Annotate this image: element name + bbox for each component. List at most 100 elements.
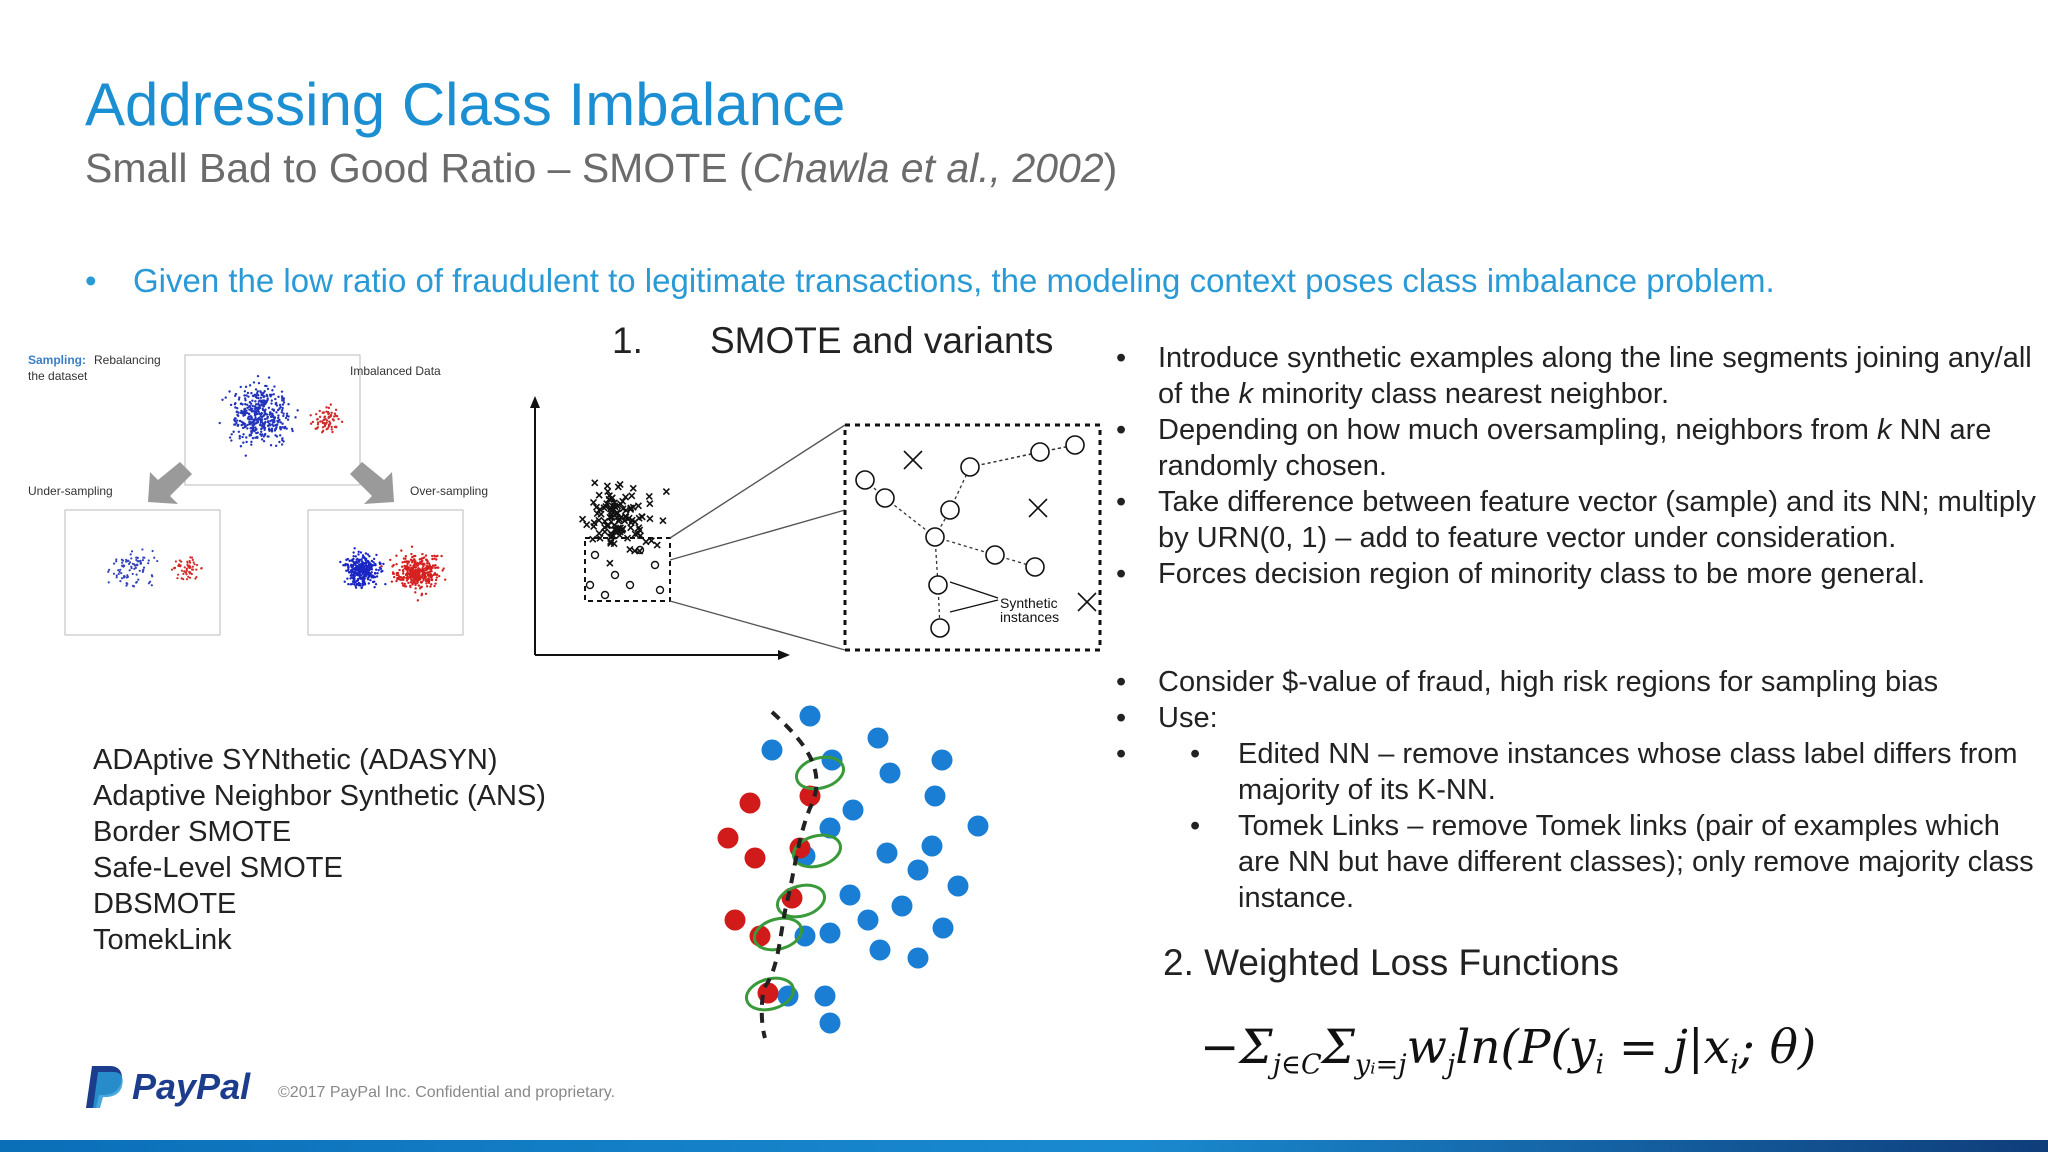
- scatter-point: [121, 561, 124, 564]
- scatter-point: [413, 562, 416, 566]
- scatter-point: [142, 566, 146, 569]
- variant-item: Adaptive Neighbor Synthetic (ANS): [93, 780, 546, 812]
- scatter-point: [426, 565, 430, 568]
- scatter-point: [272, 393, 275, 396]
- scatter-point: [327, 416, 330, 420]
- label-pointer: [949, 599, 999, 613]
- scatter-point: [413, 560, 417, 564]
- minority-circle: [625, 580, 635, 590]
- cross-mark: [606, 559, 614, 567]
- decision-boundary: [759, 710, 819, 1039]
- scatter-point: [263, 428, 266, 432]
- majority-dot: [819, 922, 841, 944]
- scatter-point: [191, 565, 194, 568]
- smote-diagram: Synthetic instances: [530, 396, 1102, 660]
- scatter-point: [430, 554, 434, 558]
- label-pointer: [949, 581, 999, 599]
- scatter-point: [186, 560, 189, 563]
- scatter-point: [418, 587, 422, 590]
- formula-sub2: yᵢ=j: [1354, 1049, 1407, 1081]
- scatter-point: [256, 374, 260, 378]
- smote-heading-label: SMOTE and variants: [710, 320, 1054, 361]
- scatter-point: [149, 580, 152, 583]
- scatter-point: [352, 557, 355, 561]
- minority-dot: [744, 847, 766, 869]
- cross-mark: [595, 491, 603, 499]
- scatter-point: [186, 563, 189, 567]
- scatter-point: [404, 567, 407, 571]
- majority-dot: [794, 925, 816, 947]
- cross-mark: [618, 526, 626, 534]
- scatter-point: [380, 565, 383, 568]
- scatter-point: [366, 565, 370, 568]
- scatter-point: [254, 436, 257, 439]
- scatter-point: [335, 415, 339, 418]
- scatter-point: [251, 436, 255, 440]
- scatter-point: [351, 580, 355, 583]
- majority-dot: [777, 985, 799, 1007]
- cross-mark: [608, 502, 616, 510]
- scatter-point: [332, 415, 336, 418]
- scatter-point: [254, 400, 257, 403]
- scatter-point: [426, 567, 430, 570]
- scatter-point: [434, 555, 438, 558]
- scatter-point: [409, 570, 412, 574]
- scatter-point: [260, 438, 264, 441]
- scatter-point: [130, 565, 133, 568]
- neighbor-node: [928, 575, 948, 595]
- scatter-point: [414, 583, 417, 587]
- scatter-point: [194, 577, 197, 580]
- minority-dot: [724, 909, 746, 931]
- scatter-point: [400, 565, 404, 568]
- majority-dot: [924, 785, 946, 807]
- copyright-notice: ©2017 PayPal Inc. Confidential and propr…: [278, 1084, 616, 1101]
- neighbor-node: [855, 470, 875, 490]
- majority-dot: [907, 947, 929, 969]
- scatter-point: [374, 572, 377, 575]
- cross-mark: [617, 500, 625, 508]
- scatter-point: [346, 557, 349, 561]
- scatter-point: [413, 570, 416, 573]
- scatter-point: [147, 582, 150, 585]
- scatter-point: [269, 419, 272, 423]
- majority-dot: [821, 749, 843, 771]
- scatter-point: [424, 558, 428, 561]
- scatter-point: [268, 413, 271, 416]
- scatter-point: [334, 408, 338, 412]
- scatter-point: [413, 565, 417, 568]
- cross-mark: [595, 529, 603, 537]
- neighbor-link: [864, 479, 886, 499]
- scatter-point: [434, 578, 438, 582]
- formula-sub3: j: [1446, 1049, 1456, 1081]
- scatter-point: [255, 391, 259, 395]
- scatter-point: [185, 573, 188, 576]
- neighbor-link: [934, 536, 996, 556]
- scatter-point: [422, 579, 425, 582]
- cross-mark: [605, 495, 613, 503]
- scatter-point: [251, 424, 254, 427]
- scatter-point: [281, 422, 284, 425]
- cross-mark: [627, 504, 635, 512]
- scatter-point: [390, 580, 394, 583]
- scatter-point: [120, 572, 123, 575]
- scatter-point: [355, 567, 359, 570]
- y-axis-arrow-icon: [530, 396, 540, 408]
- cross-mark: [613, 508, 621, 516]
- scatter-point: [361, 582, 364, 585]
- scatter-point: [425, 585, 429, 588]
- scatter-point: [280, 395, 284, 398]
- scatter-point: [224, 396, 227, 399]
- scatter-point: [256, 421, 259, 424]
- scatter-point: [430, 583, 433, 586]
- scatter-point: [333, 425, 337, 429]
- cross-mark: [903, 450, 923, 470]
- scatter-point: [395, 563, 398, 566]
- scatter-point: [256, 436, 259, 440]
- scatter-point: [403, 560, 406, 564]
- cross-mark: [629, 484, 637, 492]
- scatter-point: [123, 575, 126, 578]
- label-over: Over-sampling: [410, 484, 488, 498]
- scatter-point: [428, 570, 431, 574]
- scatter-point: [277, 395, 280, 399]
- scatter-point: [349, 577, 352, 580]
